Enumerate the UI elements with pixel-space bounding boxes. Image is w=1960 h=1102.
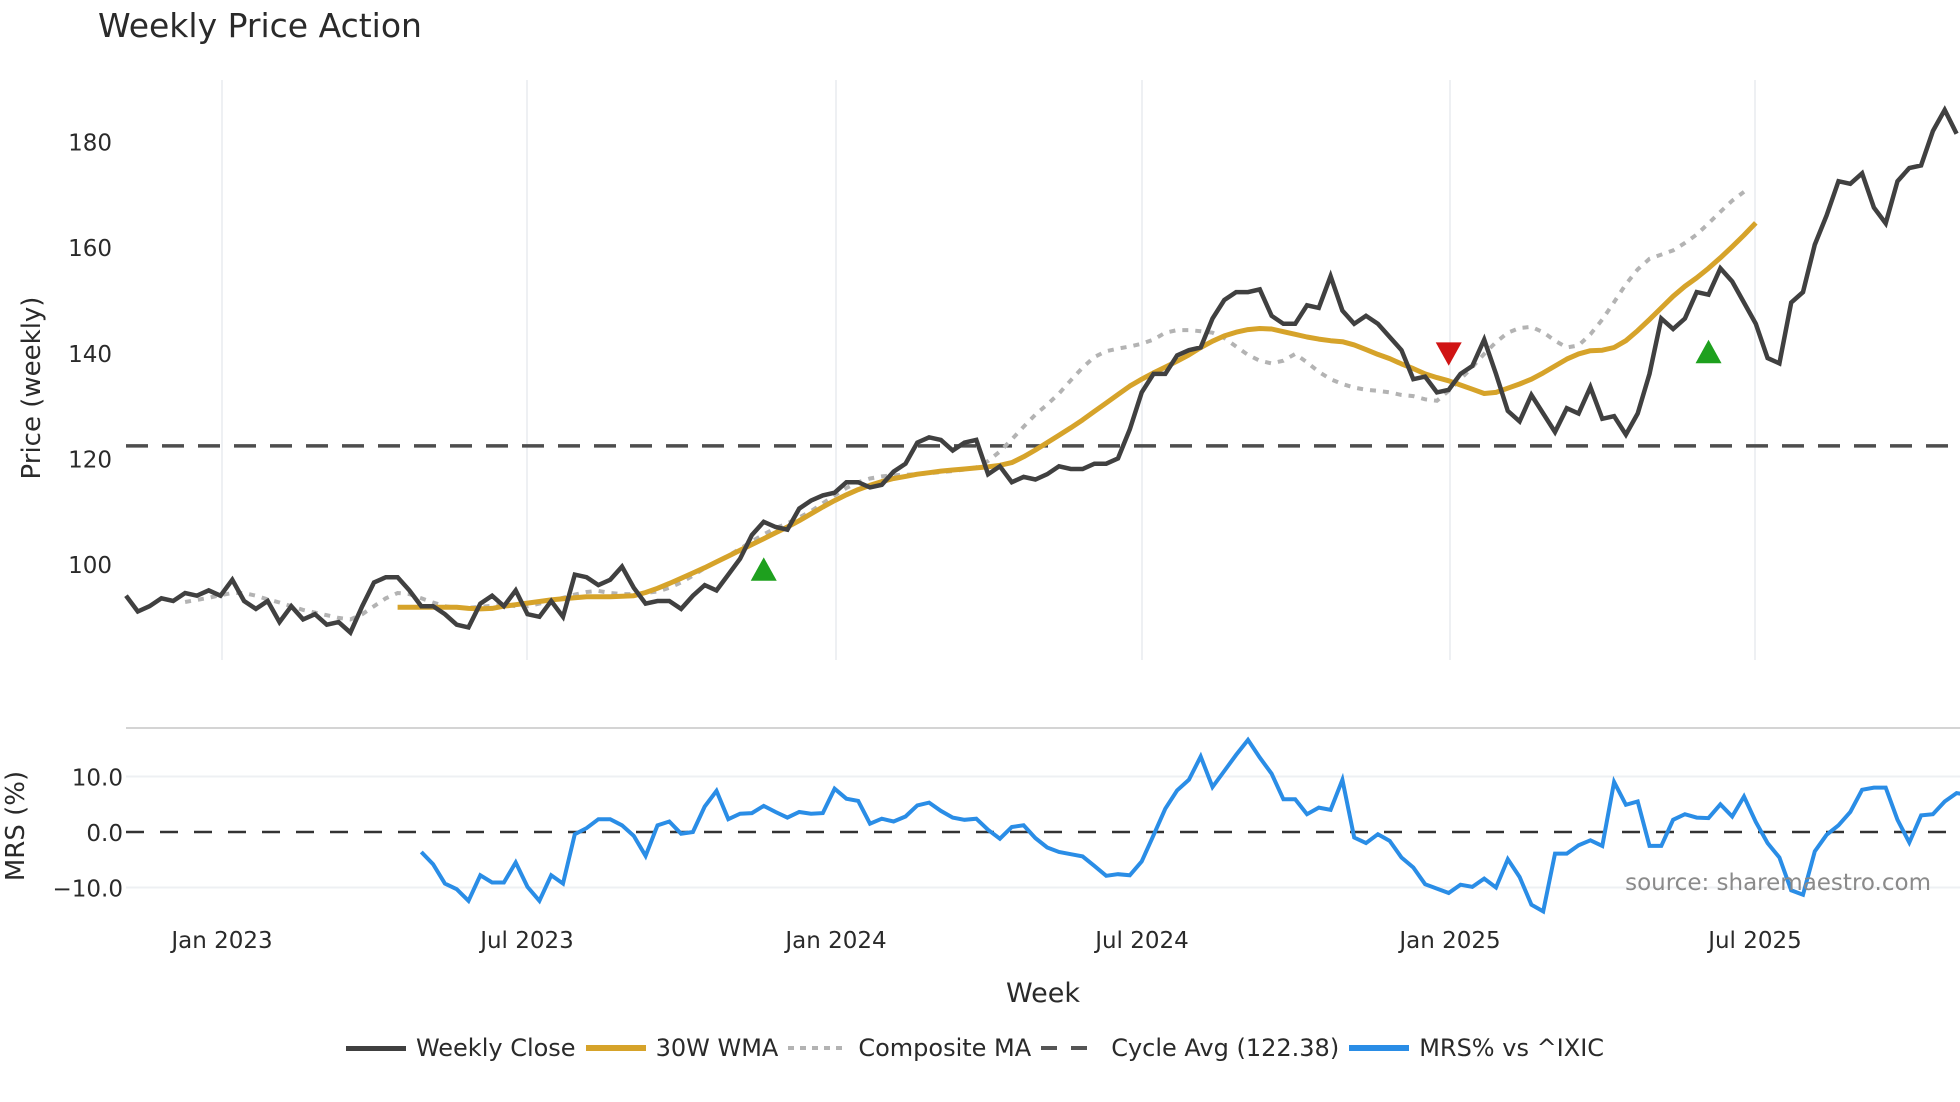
buy-signal-triangle-up-icon [750, 557, 777, 581]
buy-signal-triangle-up-icon [1695, 339, 1722, 364]
legend-item-cycle-avg[interactable]: Cycle Avg (122.38) [1041, 1034, 1339, 1062]
solid-line-swatch-icon [345, 1045, 406, 1051]
legend-label: 30W WMA [655, 1034, 779, 1062]
dotted-line-swatch-icon [788, 1046, 849, 1050]
x-tick-label: Jul 2025 [1706, 928, 1802, 954]
weekly-close-line [124, 105, 1959, 637]
y-tick-label: 140 [68, 342, 112, 368]
dashed-line-swatch-icon [1041, 1046, 1102, 1050]
sell-signal-triangle-down-icon [1435, 342, 1462, 366]
price-y-tick-labels: 100 120 140 160 180 [68, 131, 112, 579]
legend-label: Composite MA [858, 1034, 1032, 1062]
price-y-axis-title: Price (weekly) [17, 297, 47, 480]
legend-label: MRS% vs ^IXIC [1419, 1034, 1605, 1062]
y-tick-label: 180 [68, 131, 112, 157]
price-vertical-gridlines [221, 80, 1756, 660]
y-tick-label: 0.0 [86, 821, 123, 847]
mrs-y-tick-labels: 10.0 0.0 −10.0 [53, 766, 123, 903]
y-tick-label: −10.0 [53, 877, 123, 903]
y-tick-label: 160 [68, 236, 112, 262]
x-tick-label: Jul 2024 [1093, 928, 1189, 954]
chart-title: Weekly Price Action [98, 6, 422, 45]
x-tick-label: Jan 2024 [783, 928, 886, 954]
x-tick-label: Jul 2023 [478, 928, 574, 954]
solid-line-swatch-icon [1349, 1045, 1410, 1051]
x-axis-title: Week [1006, 978, 1080, 1009]
legend-item-weekly-close[interactable]: Weekly Close [345, 1034, 576, 1062]
legend-item-mrs[interactable]: MRS% vs ^IXIC [1349, 1034, 1604, 1062]
legend: Weekly Close 30W WMA Composite MA Cycle … [0, 1034, 1960, 1062]
mrs-line [419, 736, 1960, 915]
legend-item-composite-ma[interactable]: Composite MA [788, 1034, 1031, 1062]
composite-ma-line [184, 190, 1746, 622]
legend-label: Cycle Avg (122.38) [1111, 1034, 1340, 1062]
y-tick-label: 10.0 [72, 766, 123, 792]
wma-30w-line [397, 221, 1758, 612]
x-tick-label: Jan 2023 [169, 928, 272, 954]
signal-markers [750, 339, 1722, 581]
mrs-y-axis-title: MRS (%) [1, 771, 31, 881]
solid-line-swatch-icon [585, 1045, 646, 1051]
legend-item-30w-wma[interactable]: 30W WMA [585, 1034, 779, 1062]
mrs-horizontal-gridlines [126, 775, 1960, 889]
y-tick-label: 100 [68, 553, 112, 579]
legend-label: Weekly Close [415, 1034, 576, 1062]
source-annotation: source: sharemaestro.com [1625, 870, 1931, 896]
x-tick-label: Jan 2025 [1397, 928, 1500, 954]
y-tick-label: 120 [68, 447, 112, 473]
x-tick-labels: Jan 2023 Jul 2023 Jan 2024 Jul 2024 Jan 2025… [169, 928, 1801, 954]
